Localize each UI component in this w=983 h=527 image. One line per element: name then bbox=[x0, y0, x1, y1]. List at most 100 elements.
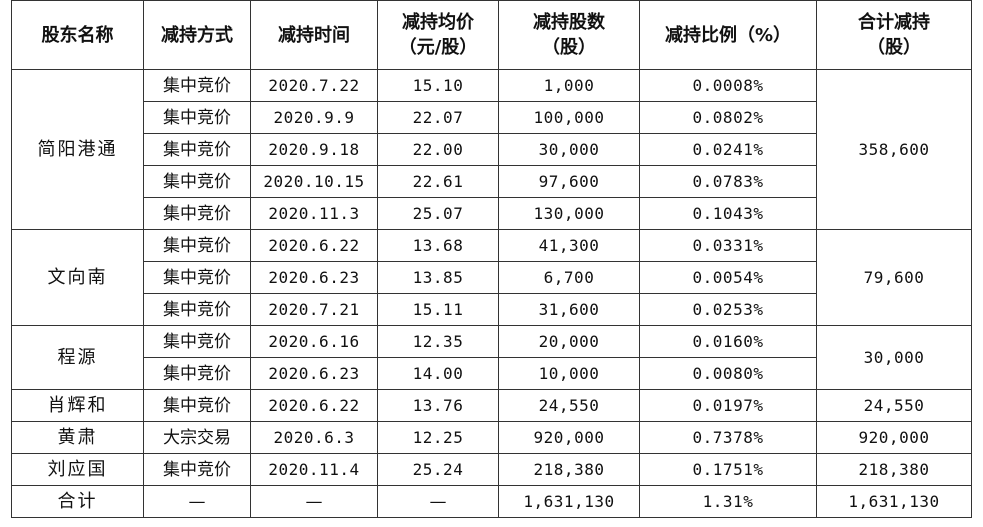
shares-cell: 31,600 bbox=[498, 293, 640, 326]
ratio-cell: 0.0802% bbox=[639, 101, 817, 134]
ratio-cell: 0.0054% bbox=[639, 261, 817, 294]
summary-row: 合计 — — —1,631,130 1.31% 1,631,130 bbox=[11, 485, 972, 518]
method-cell: 集中竞价 bbox=[143, 357, 251, 390]
table-row: 肖辉和 集中竞价 2020.6.22 13.76 24,550 0.0197% 24,550 bbox=[11, 389, 972, 422]
table-row: 程源 集中竞价 2020.6.16 12.35 20,000 0.0160% 30,000 bbox=[11, 325, 972, 390]
price-cell: 22.07 bbox=[377, 101, 499, 134]
date-cell: 2020.6.23 bbox=[250, 357, 378, 390]
share-reduction-table: 股东名称 减持方式 减持时间 减持均价 （元/股） 减持股数 （股） 减持比例（… bbox=[11, 0, 972, 518]
date-cell: 2020.9.18 bbox=[250, 133, 378, 166]
price-cell: 12.35 bbox=[377, 325, 499, 358]
header-total: 合计减持 （股） bbox=[816, 0, 972, 70]
ratio-cell: 0.0331% bbox=[639, 229, 817, 262]
price-cell: 25.07 bbox=[377, 197, 499, 230]
method-cell: 集中竞价 bbox=[143, 453, 251, 486]
price-cell: 25.24 bbox=[377, 453, 499, 486]
shares-cell: 218,380 bbox=[498, 453, 640, 486]
ratio-cell: 0.0008% bbox=[639, 69, 817, 102]
ratio-cell: 0.1751% bbox=[639, 453, 817, 486]
table-header: 股东名称 减持方式 减持时间 减持均价 （元/股） 减持股数 （股） 减持比例（… bbox=[11, 0, 972, 70]
ratio-cell: 0.0080% bbox=[639, 357, 817, 390]
price-cell: 15.10 bbox=[377, 69, 499, 102]
price-cell: 12.25 bbox=[377, 421, 499, 454]
ratio-cell: 0.0241% bbox=[639, 133, 817, 166]
group-total-cell: 218,380 bbox=[816, 453, 972, 486]
table-row: 集中竞价 2020.9.9 22.07 100,000 0.0802% bbox=[12, 101, 972, 134]
header-shareholder: 股东名称 bbox=[11, 0, 144, 70]
shares-cell: 10,000 bbox=[498, 357, 640, 390]
price-cell: 13.68 bbox=[377, 229, 499, 262]
shares-cell: 130,000 bbox=[498, 197, 640, 230]
shares-cell: 30,000 bbox=[498, 133, 640, 166]
price-cell: 15.11 bbox=[377, 293, 499, 326]
date-cell: 2020.6.23 bbox=[250, 261, 378, 294]
shareholder-name-cell: 刘应国 bbox=[11, 453, 144, 486]
method-cell: 集中竞价 bbox=[143, 101, 251, 134]
date-cell: 2020.10.15 bbox=[250, 165, 378, 198]
ratio-cell: 0.0160% bbox=[639, 325, 817, 358]
summary-method-cell: — bbox=[143, 485, 251, 518]
shares-cell: 20,000 bbox=[498, 325, 640, 358]
shares-cell: 6,700 bbox=[498, 261, 640, 294]
date-cell: 2020.11.3 bbox=[250, 197, 378, 230]
method-cell: 集中竞价 bbox=[143, 293, 251, 326]
method-cell: 集中竞价 bbox=[143, 325, 251, 358]
summary-shares-cell: 1,631,130 bbox=[498, 485, 640, 518]
header-date: 减持时间 bbox=[250, 0, 378, 70]
date-cell: 2020.6.16 bbox=[250, 325, 378, 358]
shares-cell: 920,000 bbox=[498, 421, 640, 454]
method-cell: 集中竞价 bbox=[143, 69, 251, 102]
shares-cell: 97,600 bbox=[498, 165, 640, 198]
header-row: 股东名称 减持方式 减持时间 减持均价 （元/股） 减持股数 （股） 减持比例（… bbox=[11, 0, 972, 70]
shareholder-name-cell: 黄肃 bbox=[11, 421, 144, 454]
method-cell: 集中竞价 bbox=[143, 389, 251, 422]
header-method: 减持方式 bbox=[143, 0, 251, 70]
table-body: 简阳港通 集中竞价 2020.7.22 15.10 1,000 0.0008% 358,60… bbox=[11, 69, 972, 518]
header-avg-price: 减持均价 （元/股） bbox=[377, 0, 499, 70]
group-total-cell: 30,000 bbox=[816, 325, 972, 390]
table-row: 简阳港通 集中竞价 2020.7.22 15.10 1,000 0.0008% 358,60… bbox=[11, 69, 972, 230]
method-cell: 集中竞价 bbox=[143, 261, 251, 294]
group-total-cell: 920,000 bbox=[816, 421, 972, 454]
price-cell: 13.76 bbox=[377, 389, 499, 422]
date-cell: 2020.6.22 bbox=[250, 229, 378, 262]
summary-total-cell: 1,631,130 bbox=[816, 485, 972, 518]
date-cell: 2020.7.22 bbox=[250, 69, 378, 102]
table-row: 集中竞价 2020.11.3 25.07 130,000 0.1043% bbox=[12, 197, 972, 230]
method-cell: 集中竞价 bbox=[143, 229, 251, 262]
summary-ratio-cell: 1.31% bbox=[639, 485, 817, 518]
table-row: 集中竞价 2020.6.23 13.85 6,700 0.0054% bbox=[12, 261, 972, 294]
method-cell: 大宗交易 bbox=[143, 421, 251, 454]
date-cell: 2020.6.22 bbox=[250, 389, 378, 422]
method-cell: 集中竞价 bbox=[143, 197, 251, 230]
table-row: 集中竞价 2020.7.21 15.11 31,600 0.0253% bbox=[12, 293, 972, 326]
date-cell: 2020.11.4 bbox=[250, 453, 378, 486]
shares-cell: 41,300 bbox=[498, 229, 640, 262]
shares-cell: 24,550 bbox=[498, 389, 640, 422]
shareholder-name-cell: 程源 bbox=[11, 325, 144, 390]
date-cell: 2020.9.9 bbox=[250, 101, 378, 134]
table-row: 黄肃 大宗交易 2020.6.3 12.25 920,000 0.7378% 920,000 bbox=[11, 421, 972, 454]
price-cell: 22.61 bbox=[377, 165, 499, 198]
ratio-cell: 0.0253% bbox=[639, 293, 817, 326]
table-row: 刘应国 集中竞价 2020.11.4 25.24 218,380 0.1751% 218,3… bbox=[11, 453, 972, 486]
date-cell: 2020.7.21 bbox=[250, 293, 378, 326]
method-cell: 集中竞价 bbox=[143, 133, 251, 166]
header-shares: 减持股数 （股） bbox=[498, 0, 640, 70]
ratio-cell: 0.7378% bbox=[639, 421, 817, 454]
table-row: 文向南 集中竞价 2020.6.22 13.68 41,300 0.0331% 79,600 bbox=[11, 229, 972, 326]
price-cell: 14.00 bbox=[377, 357, 499, 390]
summary-label-cell: 合计 bbox=[11, 485, 144, 518]
date-cell: 2020.6.3 bbox=[250, 421, 378, 454]
shareholder-name-cell: 文向南 bbox=[11, 229, 144, 326]
group-total-cell: 358,600 bbox=[816, 69, 972, 230]
shareholder-name-cell: 简阳港通 bbox=[11, 69, 144, 230]
shares-cell: 100,000 bbox=[498, 101, 640, 134]
price-cell: 13.85 bbox=[377, 261, 499, 294]
table-row: 集中竞价 2020.10.15 22.61 97,600 0.0783% bbox=[12, 165, 972, 198]
ratio-cell: 0.1043% bbox=[639, 197, 817, 230]
method-cell: 集中竞价 bbox=[143, 165, 251, 198]
shareholder-name-cell: 肖辉和 bbox=[11, 389, 144, 422]
shares-cell: 1,000 bbox=[498, 69, 640, 102]
